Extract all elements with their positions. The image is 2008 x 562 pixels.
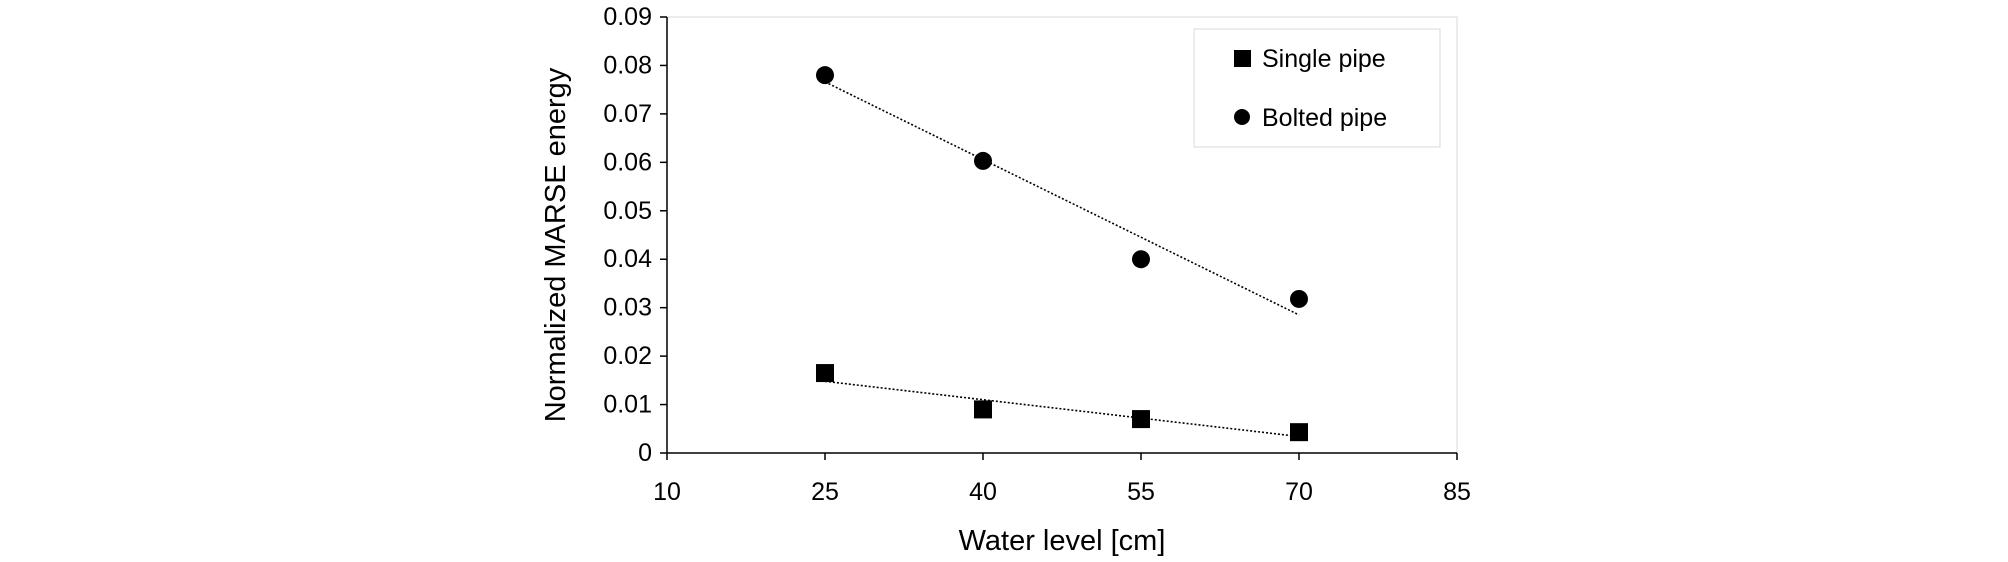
- y-tick-label: 0.07: [603, 100, 652, 128]
- y-tick-label: 0.05: [603, 197, 652, 225]
- x-tick-label: 85: [1443, 478, 1471, 506]
- legend: Single pipe Bolted pipe: [1193, 28, 1441, 148]
- x-axis-ticks: 10 25 40 55 70 85: [653, 453, 1471, 506]
- y-tick-label: 0: [638, 439, 652, 467]
- x-tick-label: 70: [1285, 478, 1313, 506]
- x-tick-label: 25: [811, 478, 839, 506]
- x-tick-label: 40: [969, 478, 997, 506]
- point-bolted-pipe: [974, 151, 992, 170]
- point-single-pipe: [1290, 423, 1308, 442]
- point-single-pipe: [974, 400, 992, 419]
- y-axis-ticks: 0 0.01 0.02 0.03 0.04 0.05 0.06 0.07 0.08 0.09: [603, 3, 667, 467]
- point-single-pipe: [1132, 410, 1150, 429]
- y-tick-label: 0.03: [603, 294, 652, 322]
- x-tick-label: 10: [653, 478, 681, 506]
- legend-marker-single-pipe: [1234, 50, 1251, 67]
- trendline-single-pipe: [824, 380, 1300, 438]
- y-tick-label: 0.01: [603, 391, 652, 419]
- y-tick-label: 0.06: [603, 148, 652, 176]
- y-axis-title: Normalized MARSE energy: [540, 67, 572, 422]
- legend-label-single-pipe: Single pipe: [1262, 45, 1386, 73]
- legend-box: [1193, 28, 1441, 148]
- legend-marker-bolted-pipe: [1234, 109, 1250, 125]
- y-tick-label: 0.04: [603, 245, 652, 273]
- x-tick-label: 55: [1127, 478, 1155, 506]
- point-bolted-pipe: [1290, 289, 1308, 308]
- legend-label-bolted-pipe: Bolted pipe: [1262, 104, 1387, 132]
- y-tick-label: 0.09: [603, 3, 652, 31]
- point-single-pipe: [816, 364, 834, 383]
- x-axis-title: Water level [cm]: [959, 525, 1166, 557]
- y-tick-label: 0.02: [603, 342, 652, 370]
- y-tick-label: 0.08: [603, 51, 652, 79]
- data-points: [816, 66, 1308, 442]
- point-bolted-pipe: [816, 66, 834, 85]
- trendlines: [824, 81, 1300, 438]
- point-bolted-pipe: [1132, 250, 1150, 269]
- trendline-bolted-pipe: [824, 81, 1300, 316]
